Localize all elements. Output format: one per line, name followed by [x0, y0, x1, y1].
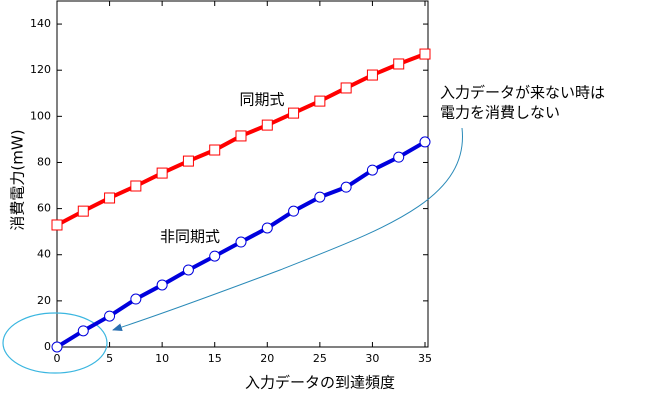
data-point [261, 222, 273, 234]
series-label: 非同期式 [160, 228, 220, 246]
x-tick-label: 30 [365, 352, 379, 365]
data-point [288, 107, 300, 119]
data-point [182, 155, 194, 167]
annotation-arrow [112, 127, 463, 332]
y-tick-label: 20 [37, 294, 51, 307]
data-point [104, 310, 116, 322]
data-point [393, 58, 405, 70]
x-axis-label: 入力データの到達頻度 [245, 374, 395, 392]
data-point [51, 219, 63, 231]
data-point [419, 48, 431, 60]
y-tick-label: 60 [37, 202, 51, 215]
y-tick-label: 100 [30, 109, 51, 122]
x-tick-label: 10 [155, 352, 169, 365]
y-tick-label: 40 [37, 248, 51, 261]
data-point [77, 325, 89, 337]
series-label: 同期式 [239, 91, 284, 109]
x-tick-label: 35 [418, 352, 432, 365]
data-point [182, 264, 194, 276]
plot-frame [56, 0, 429, 348]
data-point [366, 69, 378, 81]
x-tick-label: 5 [106, 352, 113, 365]
data-point [419, 136, 431, 148]
data-point [130, 180, 142, 192]
data-point [393, 151, 405, 163]
data-point [51, 341, 63, 353]
annotation-line: 入力データが来ない時は [440, 84, 605, 102]
x-tick-label: 15 [208, 352, 222, 365]
data-point [104, 192, 116, 204]
data-point [156, 167, 168, 179]
annotation-line: 電力を消費しない [440, 104, 560, 122]
data-point [235, 236, 247, 248]
x-tick-label: 25 [313, 352, 327, 365]
data-point [314, 95, 326, 107]
x-tick-label: 20 [260, 352, 274, 365]
data-point [156, 279, 168, 291]
data-point [130, 293, 142, 305]
y-tick-label: 0 [44, 340, 51, 353]
data-point [209, 250, 221, 262]
data-point [366, 164, 378, 176]
origin-highlight [2, 312, 108, 374]
data-point [314, 191, 326, 203]
data-point [235, 130, 247, 142]
y-tick-label: 120 [30, 63, 51, 76]
data-point [77, 205, 89, 217]
y-tick-label: 140 [30, 17, 51, 30]
y-axis-label: 消費電力(mW) [9, 129, 27, 230]
data-point [340, 82, 352, 94]
data-point [209, 144, 221, 156]
data-point [340, 181, 352, 193]
data-point [261, 119, 273, 131]
x-tick-label: 0 [54, 352, 61, 365]
y-tick-label: 80 [37, 155, 51, 168]
data-point [288, 205, 300, 217]
